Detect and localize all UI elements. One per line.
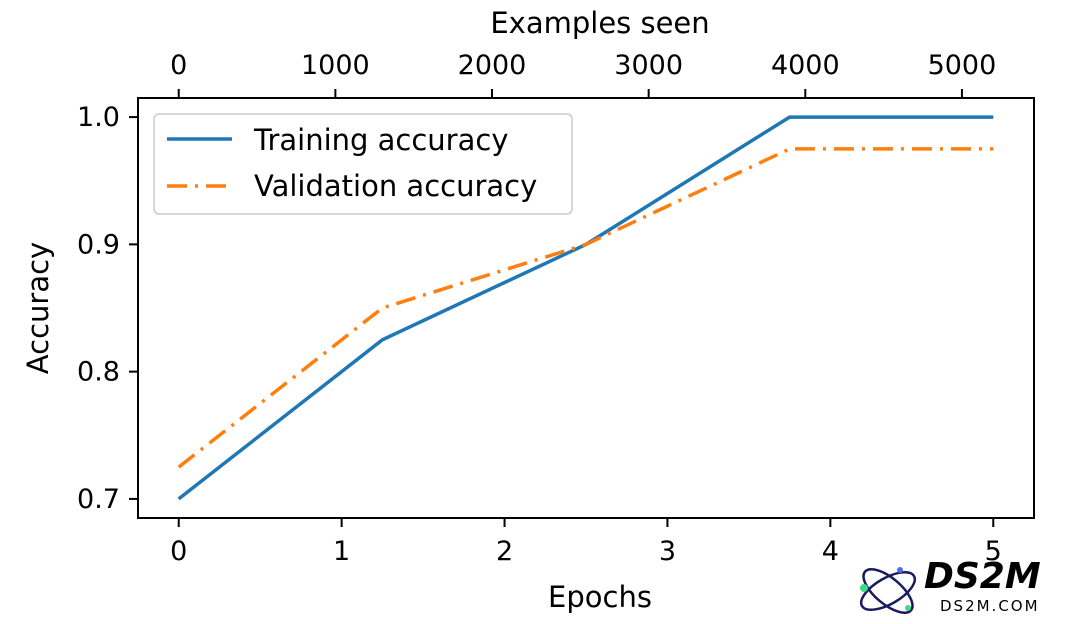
top-tick-label: 0 [170,50,187,81]
x-tick-label: 0 [170,536,187,567]
y-tick-label: 0.9 [77,229,120,260]
legend-label-validation: Validation accuracy [254,169,537,203]
top-tick-label: 2000 [458,50,527,81]
top-tick-label: 5000 [928,50,997,81]
y-tick-label: 0.8 [77,357,120,388]
y-tick-label: 0.7 [77,484,120,515]
y-axis-left: 0.7 0.8 0.9 1.0 [77,102,138,515]
watermark-brand: DS2M [924,556,1041,597]
x-tick-label: 4 [822,536,839,567]
top-tick-label: 3000 [614,50,683,81]
x-axis-top: 0 1000 2000 3000 4000 5000 [170,50,996,98]
top-tick-label: 4000 [771,50,840,81]
watermark: DS2M DS2M.COM [859,556,1041,615]
x-axis-bottom: 0 1 2 3 4 5 [170,518,1002,567]
legend: Training accuracy Validation accuracy [153,113,573,215]
watermark-url: DS2M.COM [940,597,1040,615]
x-tick-label: 3 [659,536,676,567]
legend-label-training: Training accuracy [253,123,509,157]
top-tick-label: 1000 [301,50,370,81]
x-tick-label: 5 [985,536,1002,567]
y-tick-label: 1.0 [77,102,120,133]
top-axis-title: Examples seen [490,6,709,40]
x-axis-title: Epochs [548,580,652,614]
legend-box [153,113,573,215]
atom-logo-icon [859,567,917,614]
series-layer [177,115,994,501]
x-tick-label: 1 [333,536,350,567]
x-tick-label: 2 [496,536,513,567]
series-line-validation [177,147,994,469]
y-axis-title: Accuracy [21,242,55,374]
plot-frame [137,97,1035,519]
